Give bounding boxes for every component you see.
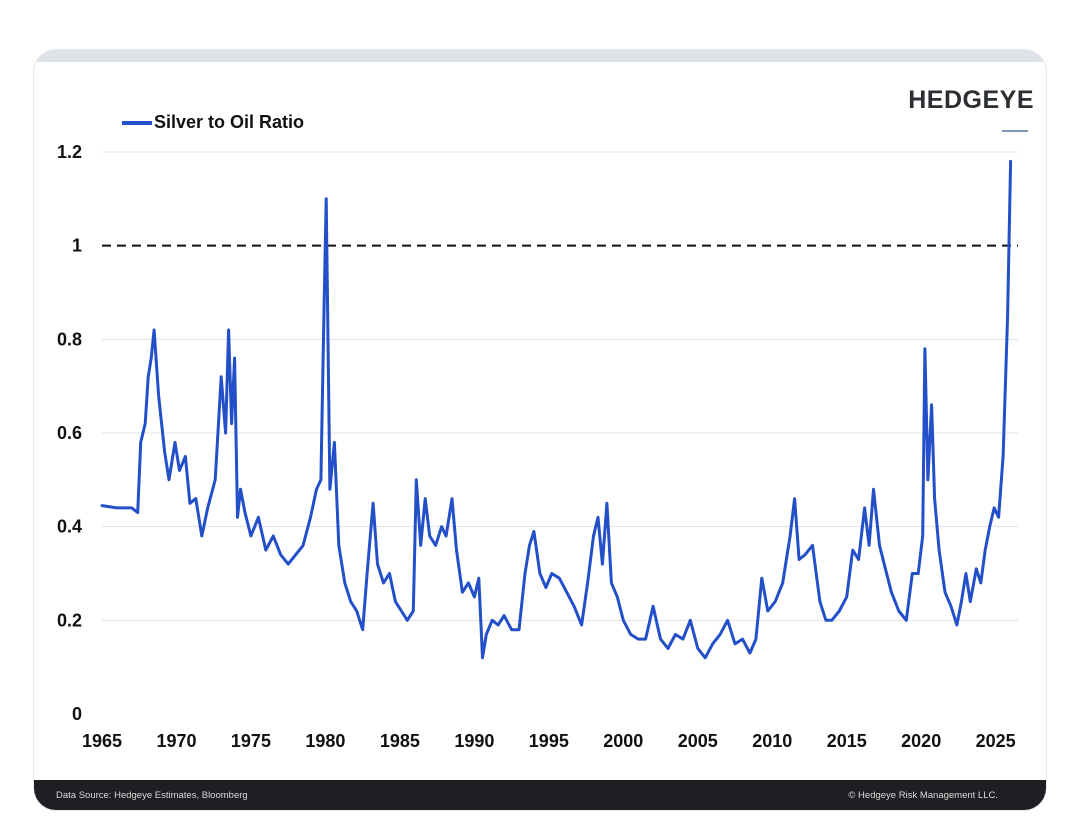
footer-bar: Data Source: Hedgeye Estimates, Bloomber… <box>34 780 1046 810</box>
legend-label-silver-oil: Silver to Oil Ratio <box>154 112 305 132</box>
x-tick-label: 1985 <box>380 731 420 751</box>
legend-swatch-silver-oil <box>122 120 152 125</box>
series-line-silver-to-oil-ratio <box>100 159 1013 660</box>
footer-copyright: © Hedgeye Risk Management LLC. <box>848 789 998 801</box>
x-tick-label: 1995 <box>529 731 569 751</box>
y-tick-label: 0.6 <box>57 423 82 443</box>
brand-underline <box>1002 130 1028 132</box>
y-tick-label: 0.8 <box>57 329 82 349</box>
y-axis-ticks: 0 0.2 0.4 0.6 0.8 1 1.2 <box>57 142 82 724</box>
x-tick-label: 1975 <box>231 731 271 751</box>
footer-source: Data Source: Hedgeye Estimates, Bloomber… <box>56 789 248 801</box>
y-tick-label: 0.4 <box>57 517 82 537</box>
x-tick-label: 2015 <box>827 731 867 751</box>
x-tick-label: 2000 <box>603 731 643 751</box>
x-tick-label: 2020 <box>901 731 941 751</box>
brand-logo: HEDGEYE <box>908 86 1034 114</box>
series-layer <box>100 159 1013 660</box>
chart-legend: Silver to Oil Ratio <box>122 112 304 133</box>
x-tick-label: 2005 <box>678 731 718 751</box>
card-top-band <box>34 50 1046 62</box>
x-tick-label: 2010 <box>752 731 792 751</box>
y-tick-label: 0 <box>72 704 82 724</box>
x-axis-ticks: 1965 1970 1975 1980 1985 1990 1995 2000 2005 2010… <box>82 731 1016 751</box>
x-tick-label: 1990 <box>454 731 494 751</box>
x-tick-label: 1965 <box>82 731 122 751</box>
x-tick-label: 1980 <box>305 731 345 751</box>
chart-card: HEDGEYE Silver to Oil Ratio Data Source:… <box>34 50 1046 810</box>
x-tick-label: 1970 <box>156 731 196 751</box>
y-tick-label: 1.2 <box>57 142 82 162</box>
y-tick-label: 0.2 <box>57 610 82 630</box>
x-tick-label: 2025 <box>976 731 1016 751</box>
y-tick-label: 1 <box>72 236 82 256</box>
